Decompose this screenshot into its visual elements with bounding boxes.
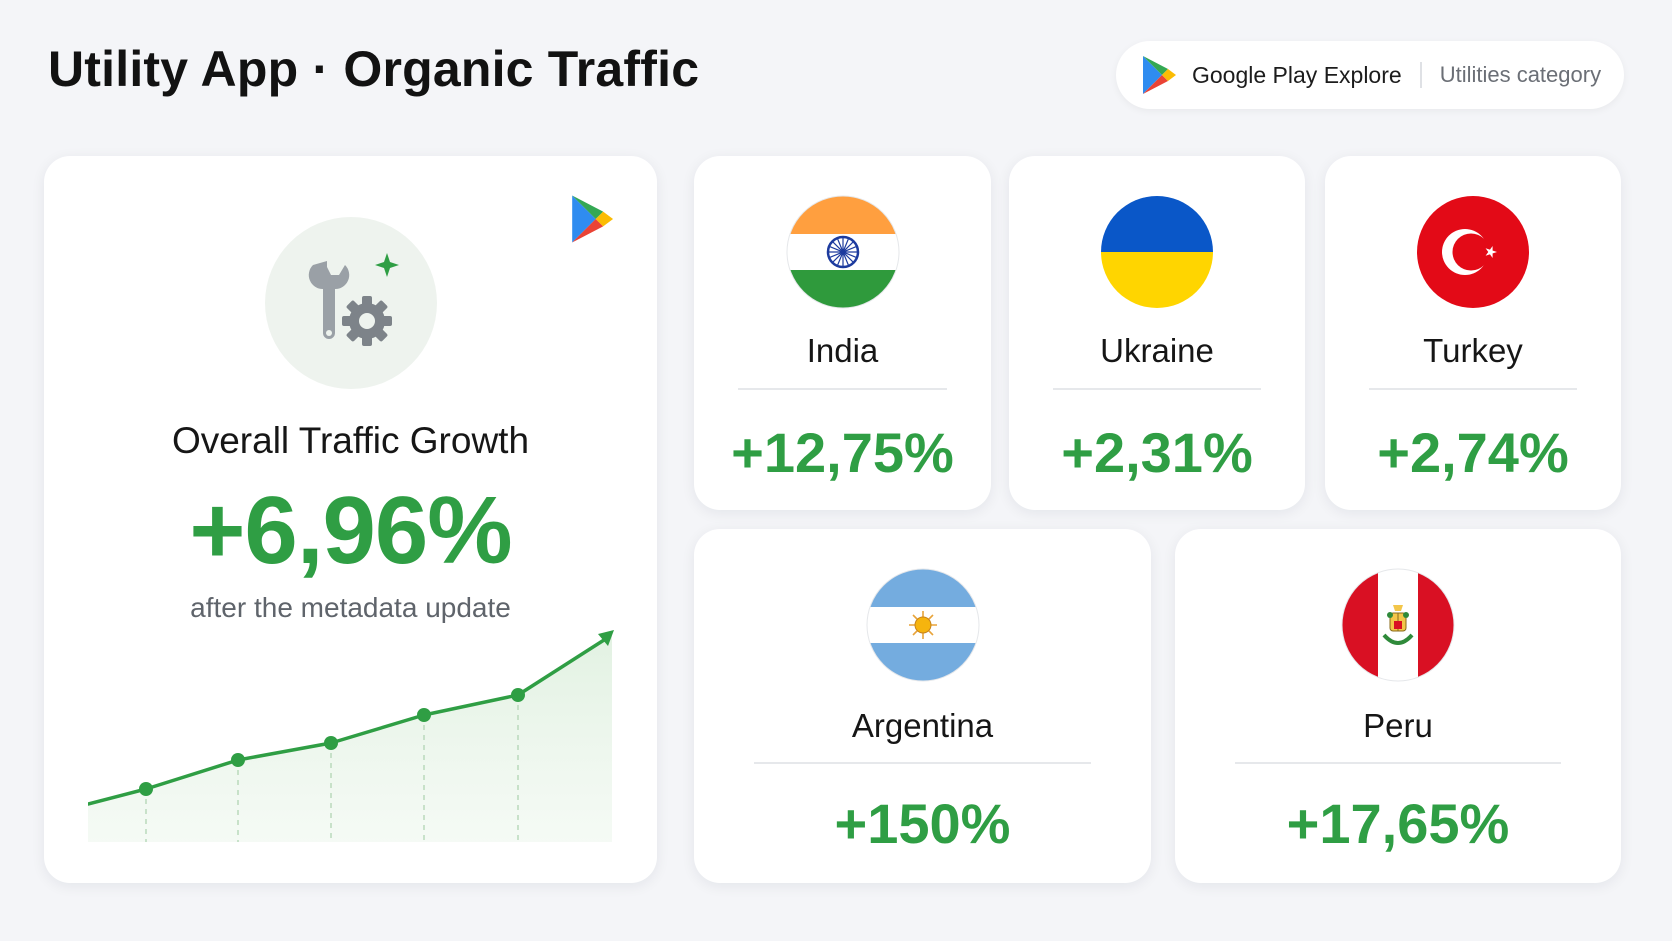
source-category: Utilities category: [1439, 62, 1602, 87]
card-divider: [1369, 388, 1577, 390]
ukraine-flag-icon: [1097, 192, 1217, 312]
trend-guides: [145, 695, 519, 842]
wrench-gear-icon: [308, 253, 399, 346]
page-title: Utility App · Organic Traffic: [48, 41, 700, 97]
pill-divider: [1419, 62, 1422, 88]
source-name: Google Play Explore: [1192, 61, 1402, 88]
country-name: India: [806, 332, 879, 369]
trend-point: [324, 736, 338, 750]
google-play-logo-icon: [1143, 56, 1176, 94]
card-divider: [738, 388, 947, 390]
trend-chart: [88, 630, 614, 842]
tools-badge: [265, 217, 437, 389]
country-growth-value: +12,75%: [731, 421, 954, 484]
trend-point: [139, 782, 153, 796]
trend-point: [417, 708, 431, 722]
country-growth-value: +150%: [834, 792, 1011, 855]
country-growth-value: +17,65%: [1286, 792, 1510, 855]
overall-growth-value: +6,96%: [189, 477, 512, 584]
india-flag-icon: [783, 192, 903, 312]
country-card-ukraine: Ukraine +2,31%: [1009, 156, 1305, 510]
source-badge: Google Play Explore Utilities category: [1116, 41, 1624, 109]
country-name: Ukraine: [1100, 332, 1214, 369]
card-divider: [1053, 388, 1261, 390]
google-play-logo-icon: [572, 195, 614, 243]
trend-up-arrow-icon: [598, 630, 614, 646]
country-card-turkey: Turkey +2,74%: [1325, 156, 1621, 510]
country-growth-value: +2,31%: [1061, 421, 1253, 484]
overall-growth-card: Overall Traffic Growth +6,96% after the …: [44, 156, 657, 883]
country-name: Peru: [1363, 707, 1433, 744]
overall-growth-label: Overall Traffic Growth: [171, 420, 530, 461]
country-card-india: India +12,75%: [694, 156, 991, 510]
peru-flag-icon: [1338, 565, 1458, 685]
country-growth-value: +2,74%: [1377, 421, 1569, 484]
country-card-argentina: Argentina +150%: [694, 529, 1151, 883]
trend-point: [511, 688, 525, 702]
card-divider: [754, 762, 1091, 764]
trend-point: [231, 753, 245, 767]
turkey-flag-icon: [1413, 192, 1533, 312]
country-name: Turkey: [1423, 332, 1523, 369]
card-divider: [1235, 762, 1561, 764]
argentina-flag-icon: [863, 565, 983, 685]
country-card-peru: Peru +17,65%: [1175, 529, 1621, 883]
country-name: Argentina: [851, 707, 994, 744]
overall-growth-note: after the metadata update: [190, 592, 511, 623]
